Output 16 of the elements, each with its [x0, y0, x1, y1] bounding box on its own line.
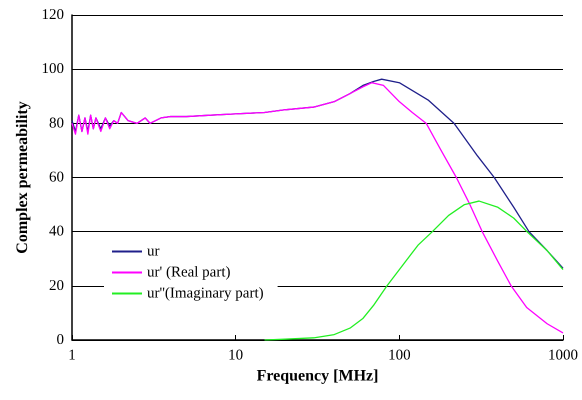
- y-tick-label: 100: [42, 61, 64, 78]
- x-axis-title: Frequency [MHz]: [256, 367, 378, 384]
- legend-label: ur''(Imaginary part): [147, 286, 264, 302]
- y-tick-label: 20: [49, 278, 64, 294]
- y-tick-label: 60: [49, 170, 64, 186]
- x-tick-label: 10: [228, 348, 244, 364]
- y-tick-label: 80: [49, 115, 64, 132]
- y-tick-label: 120: [42, 7, 64, 23]
- y-axis-title: Complex permeability: [14, 101, 32, 254]
- y-tick-label: 40: [49, 224, 64, 240]
- x-tick-label: 1: [68, 348, 76, 364]
- y-tick-label: 0: [56, 332, 64, 348]
- x-tick-label: 1000: [548, 348, 578, 364]
- legend-label: ur' (Real part): [147, 264, 230, 280]
- legend-label: ur: [147, 244, 160, 260]
- x-tick-label: 100: [388, 348, 411, 364]
